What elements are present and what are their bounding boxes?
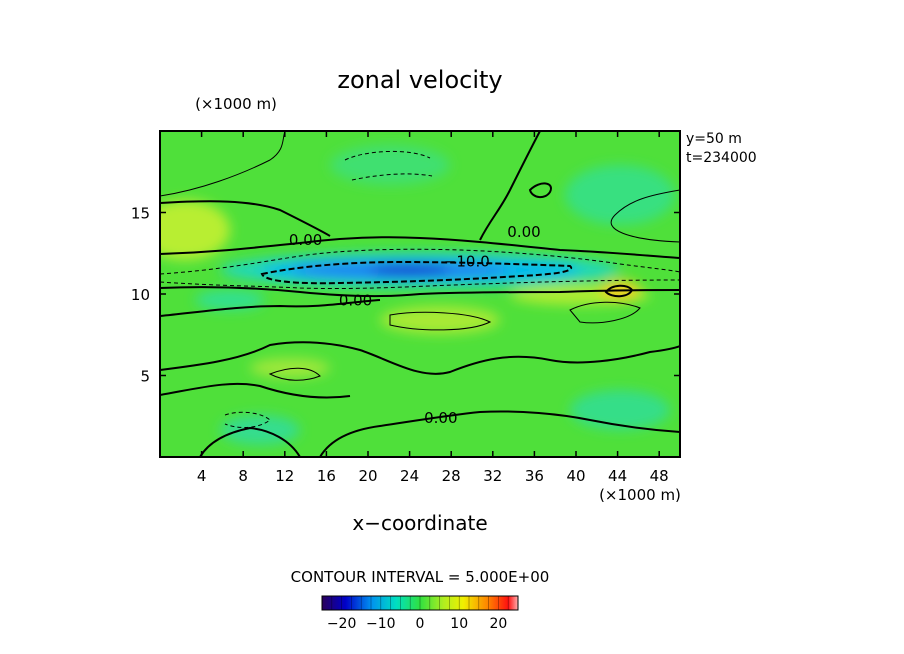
contour-label: 0.00: [507, 223, 540, 241]
field-blob: [570, 390, 670, 430]
zero-contour-north: [160, 236, 680, 259]
x-tick-label: 4: [197, 467, 207, 485]
contour-line: [604, 284, 634, 298]
x-tick-label: 20: [358, 467, 377, 485]
zero-contour-south: [160, 286, 680, 298]
contour-line: [160, 200, 331, 237]
field-blob: [565, 165, 675, 225]
contour-line: [528, 182, 552, 198]
contour-line: [199, 426, 301, 457]
field-blob: [370, 264, 450, 276]
contour-label: 0.00: [424, 409, 457, 427]
y-tick-label: 10: [131, 286, 150, 304]
contour-labels: 0.00 0.00 −10.0 0.00 0.00: [289, 223, 541, 427]
colorbar: −20 −10 0 10 20: [321, 595, 519, 632]
velocity-field: 0.00 0.00 −10.0 0.00 0.00: [160, 131, 680, 457]
contour-line: [319, 410, 680, 457]
contour-minus10: [260, 260, 573, 285]
contour-label: 0.00: [339, 292, 372, 310]
y-axis: 5 10 15: [131, 205, 680, 386]
x-tick-label: 44: [608, 467, 627, 485]
field-blob: [250, 358, 330, 378]
colorbar-tick-label: 20: [489, 616, 507, 632]
field-blob: [160, 200, 230, 260]
contour-label: −10.0: [444, 252, 490, 270]
x-tick-label: 12: [275, 467, 294, 485]
colorbar-ticks: −20 −10 0 10 20: [327, 596, 509, 632]
x-tick-label: 28: [442, 467, 461, 485]
contour-line: [351, 173, 433, 181]
contour-minus5-north: [160, 248, 680, 275]
contour-line: [160, 131, 286, 197]
x-tick-label: 8: [238, 467, 248, 485]
y-tick-label: 5: [140, 368, 150, 386]
x-tick-label: 24: [400, 467, 419, 485]
x-tick-label: 36: [525, 467, 544, 485]
contour-label: 0.00: [289, 231, 322, 249]
contour-line: [569, 301, 641, 324]
x-tick-label: 48: [650, 467, 669, 485]
field-blob: [330, 145, 450, 185]
contour-line: [160, 299, 381, 317]
x-axis-label: x−coordinate: [352, 511, 487, 535]
contour-line: [389, 311, 492, 331]
x-tick-label: 32: [483, 467, 502, 485]
contour-minus5-south: [160, 279, 680, 290]
colorbar-tick-label: 0: [416, 616, 425, 632]
chart-title: zonal velocity: [337, 66, 502, 94]
info-time: t=234000: [686, 150, 757, 166]
x-tick-label: 40: [566, 467, 585, 485]
contour-line: [268, 367, 321, 381]
contour-line: [344, 151, 431, 161]
y-tick-label: 15: [131, 205, 150, 223]
colorbar-tick-label: 10: [450, 616, 468, 632]
colorbar-tick-label: −20: [327, 616, 357, 632]
contour-line: [160, 341, 680, 375]
contour-line: [479, 131, 541, 241]
contour-line: [224, 411, 271, 428]
contour-interval: CONTOUR INTERVAL = 5.000E+00: [291, 568, 550, 586]
colorbar-tick-label: −10: [366, 616, 396, 632]
x-axis-unit: (×1000 m): [599, 486, 681, 504]
info-y-level: y=50 m: [686, 131, 742, 147]
contour-line: [610, 189, 680, 243]
y-axis-unit: (×1000 m): [195, 95, 277, 113]
x-tick-label: 16: [317, 467, 336, 485]
x-axis: 4 8 12 16 20 24 28 32 36 40 44 48: [197, 131, 669, 485]
contour-line: [160, 382, 351, 399]
field-blob: [195, 290, 265, 310]
contour-lines: [160, 131, 680, 457]
